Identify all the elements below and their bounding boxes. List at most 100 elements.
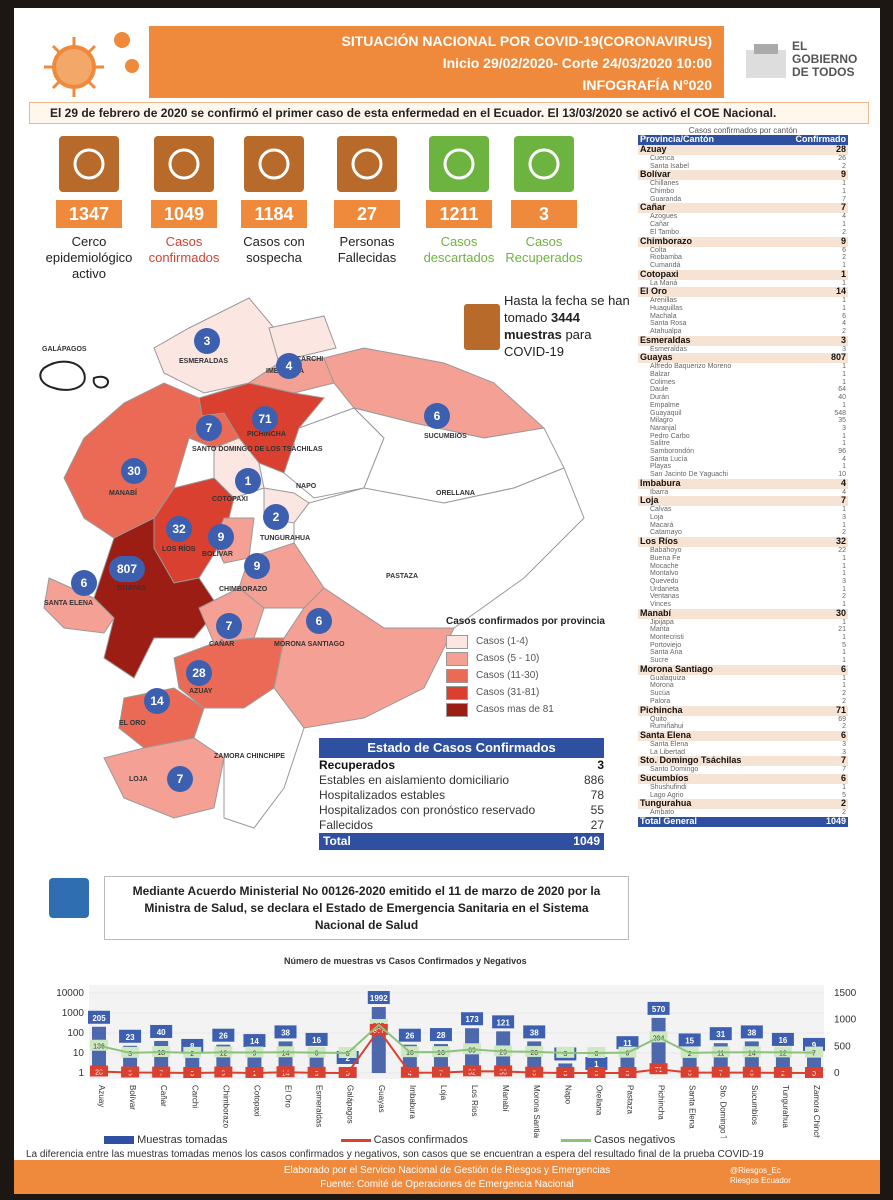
category-label: Esmeraldas (315, 1085, 324, 1127)
canton-row: Santa Ana 1 (650, 649, 846, 657)
government-logo-icon (746, 44, 786, 78)
category-label: Orellana (594, 1085, 603, 1116)
confirmed-value-label: 6 (688, 1071, 692, 1078)
legend-samples: Muestras tomadas (137, 1134, 228, 1146)
confirmed-value-label: 2 (781, 1071, 785, 1078)
sample-value-label: 173 (465, 1015, 479, 1024)
legend-confirmed: Casos confirmados (373, 1134, 468, 1146)
confirmed-value-label: 4 (408, 1071, 412, 1078)
canton-table-header: Provincia/Cantón Confirmado (638, 134, 848, 145)
province-row: Santa Elena 6 (638, 729, 848, 741)
canton-row: Arenillas 1 (650, 297, 846, 305)
canton-row: Chillanes 1 (650, 180, 846, 188)
province-label: ZAMORA CHINCHIPE (214, 753, 285, 760)
canton-row: Atahualpa 2 (650, 328, 846, 335)
stat-value: 27 (334, 200, 400, 228)
confirmed-value-label: 0 (346, 1071, 350, 1078)
canton-row: Gualaquiza 1 (650, 674, 846, 682)
province-case-badge: 9 (208, 524, 234, 550)
canton-row: Shushufindi 1 (650, 783, 846, 791)
province-label: GALÁPAGOS (42, 346, 87, 353)
facebook-handle[interactable]: Riesgos Ecuador (730, 1176, 791, 1185)
sample-value-label: 205 (92, 1014, 106, 1023)
province-case-badge: 807 (109, 556, 145, 582)
legend-samples-swatch (104, 1136, 134, 1145)
confirmed-label-bg (90, 1065, 108, 1077)
negative-value-label: 294 (653, 1035, 665, 1042)
province-row: Manabí 30 (638, 607, 848, 619)
canton-row: Cumandá 1 (650, 261, 846, 269)
status-row: Fallecidos 27 (319, 818, 604, 832)
canton-row: Portoviejo 5 (650, 641, 846, 649)
negative-value-label: 18 (157, 1050, 165, 1057)
province-label: LOJA (129, 776, 148, 783)
canton-row: Montalvo 1 (650, 570, 846, 578)
canton-row: Santa Lucía 4 (650, 455, 846, 463)
sample-label-bg (212, 1028, 235, 1042)
canton-row: Ambato 2 (650, 809, 846, 817)
category-label: Azuay (97, 1085, 106, 1107)
category-label: Manabí (501, 1085, 510, 1112)
canton-row: Catamayo 2 (650, 529, 846, 537)
province-case-badge: 28 (186, 660, 212, 686)
stat-value: 1347 (56, 200, 122, 228)
negative-value-label: 14 (282, 1050, 290, 1057)
sample-value-label: 16 (778, 1036, 787, 1045)
canton-row: Huaquillas 1 (650, 304, 846, 312)
status-total-row: Total 1049 (319, 833, 604, 850)
sample-label-bg (740, 1025, 763, 1039)
sample-value-label: 38 (530, 1028, 539, 1037)
sample-value-label: 11 (623, 1039, 632, 1048)
canton-row: Durán 40 (650, 394, 846, 402)
sample-label-bg (678, 1033, 701, 1047)
legend-swatch (446, 651, 468, 666)
category-label: Loja (439, 1085, 448, 1101)
stat-label: Casos confirmados (148, 234, 220, 265)
y-right-tick: 1500 (834, 988, 857, 999)
sample-label-bg (305, 1032, 328, 1046)
canton-row: Guayaquil 548 (650, 409, 846, 417)
province-row: Guayas 807 (638, 352, 848, 364)
category-label: Pastaza (625, 1085, 634, 1114)
sample-value-label: 26 (405, 1032, 414, 1041)
map-legend-item: Casos (1-4) (446, 633, 656, 650)
title-banner: SITUACIÓN NACIONAL POR COVID-19(CORONAVI… (149, 26, 724, 98)
canton-row: Santa Isabel 2 (650, 162, 846, 170)
province-case-badge: 14 (144, 688, 170, 714)
sample-label-bg (119, 1029, 142, 1043)
chart-title: Número de muestras vs Casos Confirmados … (284, 956, 527, 966)
twitter-handle[interactable]: @Riesgos_Ec (730, 1166, 781, 1175)
status-row: Recuperados 3 (319, 758, 604, 772)
map-legend-item: Casos (5 - 10) (446, 650, 656, 667)
category-label: Pichincha (657, 1085, 666, 1120)
sample-label-bg (398, 1028, 421, 1042)
sample-label-bg (647, 1001, 670, 1015)
canton-row: Alfredo Baquerizo Moreno 1 (650, 363, 846, 371)
canton-row: Cañar 1 (650, 221, 846, 229)
canton-row: Quito 69 (650, 715, 846, 723)
province-label: AZUAY (189, 688, 213, 695)
chart-plot-area (89, 985, 824, 1079)
canton-row: Riobamba 2 (650, 254, 846, 262)
canton-row: Balzar 1 (650, 371, 846, 379)
stat-label: Casos Recuperados (505, 234, 583, 265)
y-left-tick: 10000 (56, 988, 84, 999)
confirmed-value-label: 6 (532, 1071, 536, 1078)
canton-row: Babahoyo 22 (650, 547, 846, 555)
minus-icon (429, 136, 489, 192)
category-label: Galápagos (346, 1085, 355, 1124)
government-logo-text: EL GOBIERNO DE TODOS (792, 39, 858, 79)
province-row: Cotopaxi 1 (638, 268, 848, 280)
province-case-badge: 30 (121, 458, 147, 484)
legend-swatch (446, 685, 468, 700)
category-label: Chimborazo (221, 1085, 230, 1129)
sample-value-label: 121 (496, 1018, 510, 1027)
sample-label-bg (523, 1025, 546, 1039)
negative-value-label: 3 (563, 1051, 567, 1058)
province-label: SANTA ELENA (44, 600, 93, 607)
title-line-3: INFOGRAFÍA N°020 (582, 77, 712, 93)
confirmed-value-label: 0 (812, 1071, 816, 1078)
province-row: Sucumbíos 6 (638, 772, 848, 784)
province-row: Sto. Domingo Tsáchilas 7 (638, 755, 848, 767)
province-label: EL ORO (119, 720, 146, 727)
